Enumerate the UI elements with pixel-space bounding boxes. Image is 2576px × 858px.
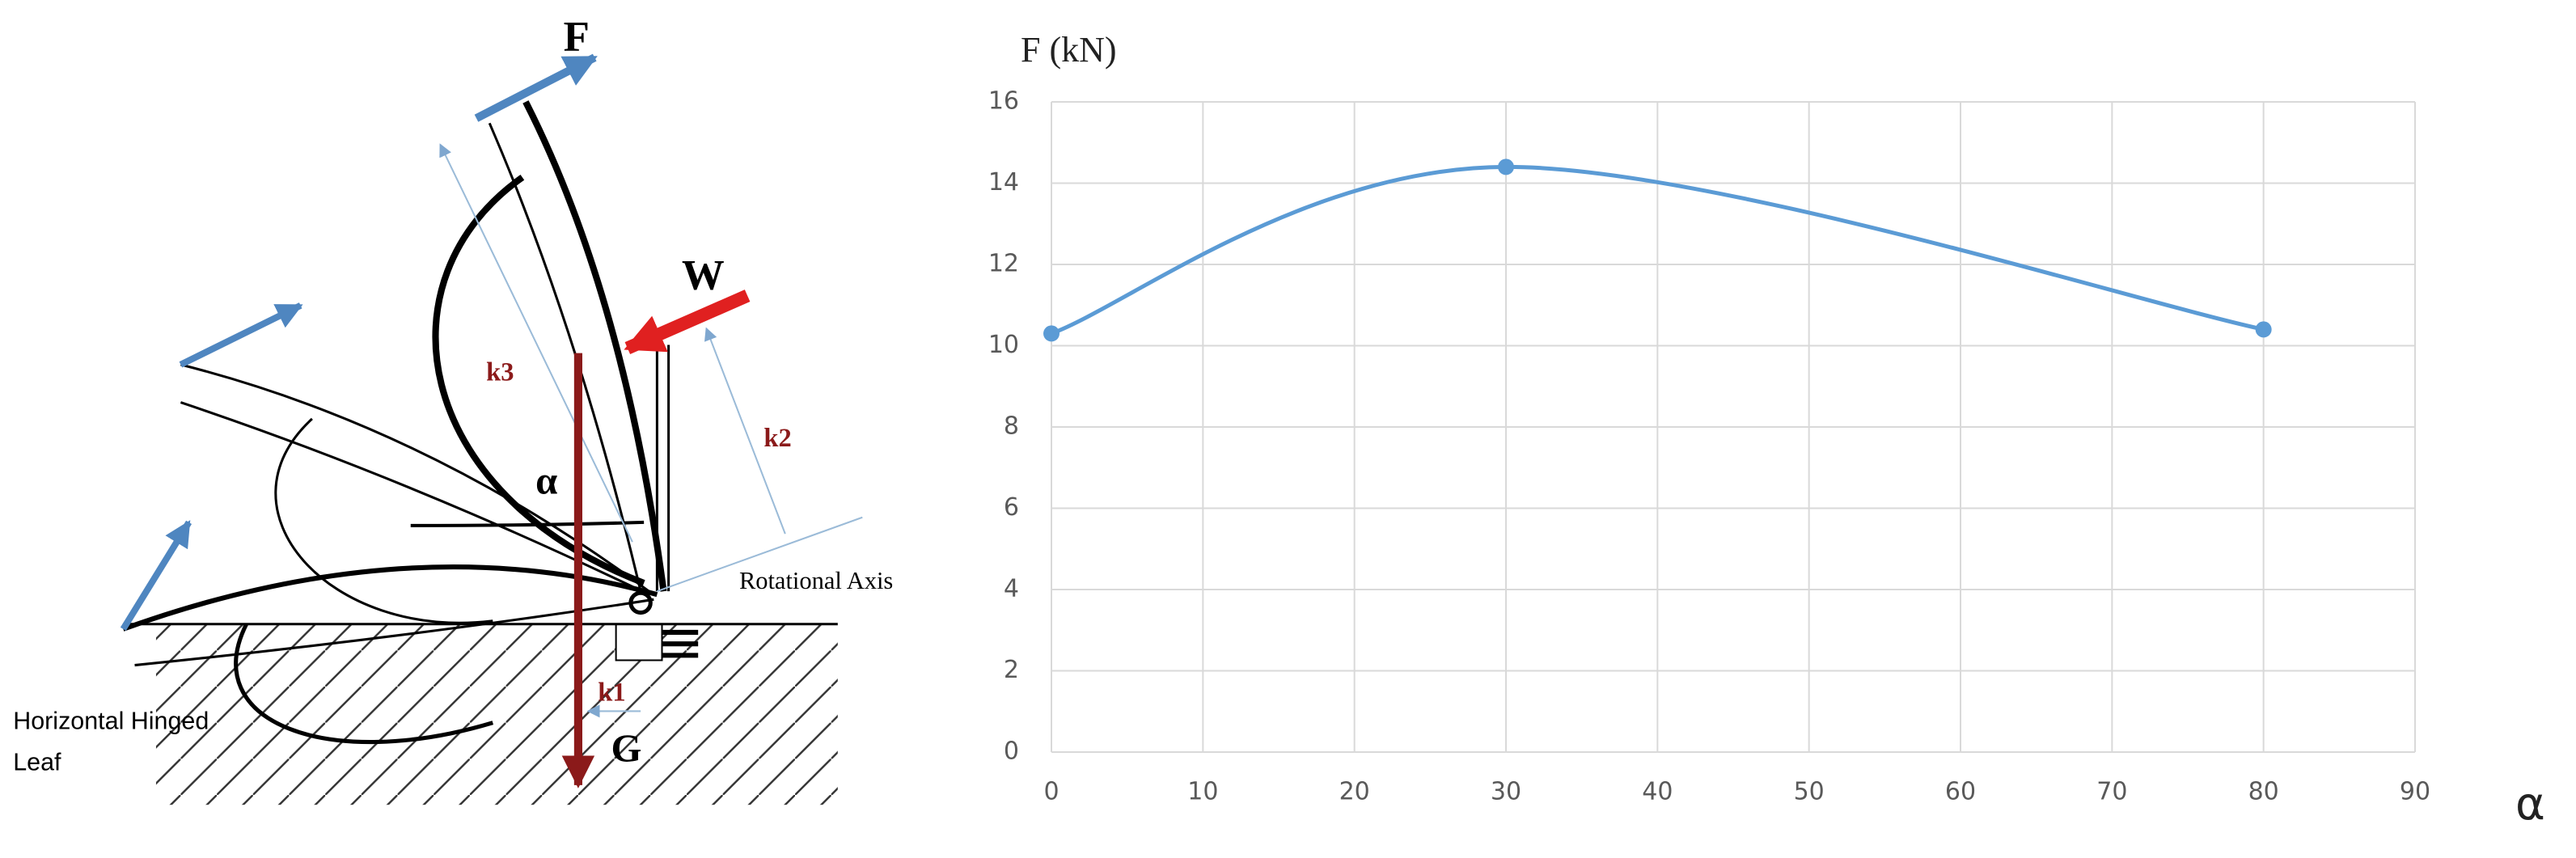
angle-label: α	[535, 459, 557, 502]
k2-line	[704, 327, 786, 535]
ground-hatch	[155, 623, 838, 805]
x-tick-label: 90	[2400, 778, 2430, 806]
data-point	[2255, 321, 2272, 338]
y-tick-label: 12	[988, 250, 1019, 278]
diagram: F W G k3 k2 k1 α Rotational Axis Horizon…	[13, 14, 893, 805]
rotational-axis	[657, 516, 863, 593]
data-point	[1498, 158, 1514, 175]
k2-label: k2	[763, 424, 791, 453]
x-axis-label: α	[2515, 778, 2545, 831]
leaf-label: Leaf	[13, 748, 61, 776]
wind-arrow	[624, 290, 751, 355]
leaf-arc	[234, 623, 494, 745]
y-tick-label: 10	[988, 331, 1019, 359]
wind-label: W	[682, 251, 725, 298]
k3-line	[439, 143, 633, 543]
x-tick-label: 60	[1945, 778, 1976, 806]
leaf-horizontal	[134, 598, 654, 667]
leaf-vertical	[522, 100, 667, 592]
leaf-arc	[432, 175, 645, 586]
k1-label: k1	[598, 678, 625, 708]
y-tick-label: 16	[988, 87, 1019, 116]
k3-label: k3	[486, 358, 514, 387]
x-tick-label: 10	[1187, 778, 1218, 806]
x-tick-label: 70	[2096, 778, 2127, 806]
leaf-arc	[274, 417, 493, 624]
y-tick-label: 4	[1004, 575, 1019, 603]
force-label: F	[564, 14, 590, 61]
x-tick-label: 30	[1491, 778, 1521, 806]
hinge-box	[615, 623, 663, 661]
x-tick-label: 40	[1642, 778, 1673, 806]
leaf-label: Horizontal Hinged	[13, 708, 209, 735]
y-tick-label: 14	[988, 168, 1019, 197]
hinge	[628, 590, 653, 615]
leaves	[122, 100, 699, 745]
y-tick-label: 2	[1004, 656, 1019, 684]
x-tick-label: 0	[1043, 778, 1059, 806]
axis-label: Rotational Axis	[739, 567, 893, 594]
chart: F (kN) α 0 2 4 6 8 10 12 14 16 0 10 20 30 40 50 60 70 80 9…	[988, 30, 2545, 831]
y-tick-label: 6	[1004, 493, 1019, 522]
x-tick-label: 80	[2248, 778, 2279, 806]
force-arrow	[179, 302, 303, 368]
force-arrow	[120, 520, 192, 632]
series-line	[1051, 164, 2265, 336]
x-tick-label: 20	[1339, 778, 1370, 806]
y-tick-label: 0	[1004, 738, 1019, 766]
x-tick-label: 50	[1794, 778, 1825, 806]
y-tick-label: 8	[1004, 412, 1019, 441]
gravity-label: G	[611, 726, 642, 770]
leaf-middle	[180, 363, 650, 593]
y-axis-label: F (kN)	[1021, 30, 1117, 70]
force-arrow	[474, 53, 598, 122]
data-point	[1043, 325, 1060, 342]
leaf-horizontal	[122, 564, 658, 632]
leaf-arc	[410, 520, 645, 527]
